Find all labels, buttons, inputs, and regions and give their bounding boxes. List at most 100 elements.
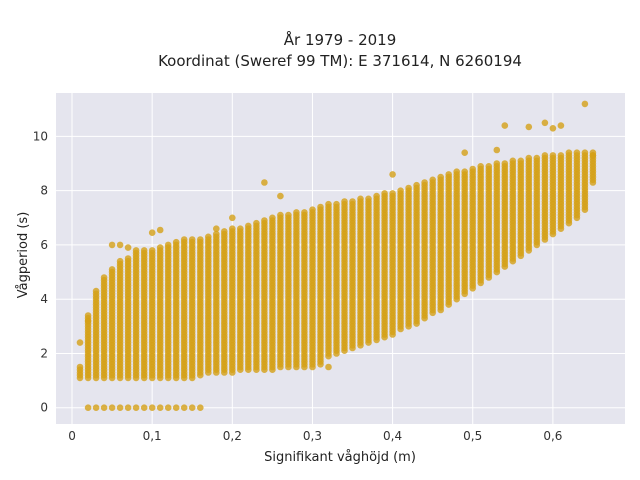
data-point bbox=[429, 176, 437, 184]
data-point bbox=[188, 236, 196, 243]
data-point bbox=[365, 195, 372, 203]
data-point bbox=[501, 160, 509, 167]
data-point bbox=[533, 154, 541, 162]
data-point bbox=[565, 149, 573, 156]
data-point bbox=[437, 173, 445, 181]
data-point bbox=[108, 241, 116, 249]
data-point bbox=[148, 247, 156, 254]
data-point bbox=[301, 209, 308, 216]
data-point bbox=[541, 152, 549, 159]
data-point bbox=[124, 404, 132, 412]
data-point bbox=[285, 211, 292, 219]
y-tick-label: 4 bbox=[40, 292, 48, 306]
data-point bbox=[253, 219, 260, 227]
data-point bbox=[229, 214, 236, 222]
data-point bbox=[309, 206, 316, 213]
data-point bbox=[277, 192, 284, 200]
data-point bbox=[349, 198, 356, 205]
x-tick-label: 0,1 bbox=[143, 429, 162, 443]
data-point bbox=[116, 241, 124, 249]
data-point bbox=[180, 404, 188, 412]
data-point bbox=[397, 187, 404, 194]
data-point bbox=[132, 247, 140, 254]
data-point bbox=[245, 222, 252, 230]
data-point bbox=[124, 255, 132, 262]
data-point bbox=[164, 241, 172, 249]
data-point bbox=[373, 192, 380, 200]
data-point bbox=[221, 228, 228, 235]
data-point bbox=[164, 404, 172, 412]
data-point bbox=[197, 236, 204, 243]
y-tick-label: 10 bbox=[33, 129, 48, 143]
data-point bbox=[261, 179, 268, 186]
data-point bbox=[156, 404, 164, 412]
data-point bbox=[325, 363, 332, 371]
data-point bbox=[100, 404, 108, 412]
data-point bbox=[132, 404, 140, 412]
data-point bbox=[589, 152, 597, 159]
data-point bbox=[317, 203, 324, 211]
y-tick-label: 6 bbox=[40, 238, 48, 252]
data-point bbox=[140, 404, 148, 412]
data-point bbox=[205, 233, 212, 241]
data-point bbox=[405, 184, 412, 192]
data-point bbox=[293, 209, 300, 216]
x-tick-label: 0,5 bbox=[463, 429, 482, 443]
data-point bbox=[116, 404, 124, 412]
data-point bbox=[213, 230, 220, 238]
x-tick-label: 0,4 bbox=[383, 429, 402, 443]
data-point bbox=[389, 171, 396, 178]
data-point bbox=[84, 317, 92, 325]
data-point bbox=[469, 165, 477, 173]
data-point bbox=[517, 157, 525, 165]
data-point bbox=[325, 200, 332, 208]
ticks-layer: 0 0,1 0,2 0,3 0,4 0,5 0,6 0 2 4 6 8 10 bbox=[33, 129, 563, 443]
data-point bbox=[445, 171, 453, 178]
data-point bbox=[461, 168, 469, 175]
data-point bbox=[261, 217, 268, 224]
x-tick-label: 0 bbox=[68, 429, 76, 443]
data-point bbox=[92, 404, 100, 412]
data-point bbox=[229, 225, 236, 232]
grid-layer bbox=[56, 93, 625, 424]
data-point bbox=[333, 200, 340, 208]
y-tick-label: 2 bbox=[40, 346, 48, 360]
data-point bbox=[549, 152, 557, 159]
data-point bbox=[172, 238, 180, 246]
data-point bbox=[116, 257, 124, 265]
data-point bbox=[493, 160, 501, 167]
data-point bbox=[381, 190, 388, 197]
data-point bbox=[549, 125, 557, 132]
data-point bbox=[557, 152, 565, 159]
data-point bbox=[509, 157, 517, 165]
data-point bbox=[180, 236, 188, 243]
y-axis-label: Vågperiod (s) bbox=[16, 212, 31, 299]
x-axis-label: Signifikant våghöjd (m) bbox=[264, 450, 416, 465]
points-layer bbox=[76, 100, 597, 412]
data-point bbox=[156, 226, 164, 234]
data-point bbox=[84, 312, 92, 319]
data-point bbox=[357, 195, 364, 203]
data-point bbox=[557, 122, 565, 129]
data-point bbox=[76, 339, 84, 346]
data-point bbox=[237, 225, 244, 232]
data-point bbox=[525, 123, 533, 131]
data-point bbox=[92, 287, 100, 295]
data-point bbox=[76, 363, 84, 371]
data-point bbox=[501, 122, 509, 129]
data-point bbox=[277, 211, 284, 219]
data-point bbox=[389, 190, 396, 197]
data-point bbox=[453, 168, 461, 175]
data-point bbox=[108, 404, 116, 412]
x-tick-label: 0,2 bbox=[223, 429, 242, 443]
data-point bbox=[172, 404, 180, 412]
y-tick-label: 0 bbox=[40, 401, 48, 415]
data-point bbox=[197, 404, 204, 412]
data-point bbox=[269, 214, 276, 222]
data-point bbox=[581, 149, 589, 156]
data-point bbox=[461, 149, 469, 156]
data-point bbox=[477, 163, 485, 170]
data-point bbox=[341, 198, 348, 205]
